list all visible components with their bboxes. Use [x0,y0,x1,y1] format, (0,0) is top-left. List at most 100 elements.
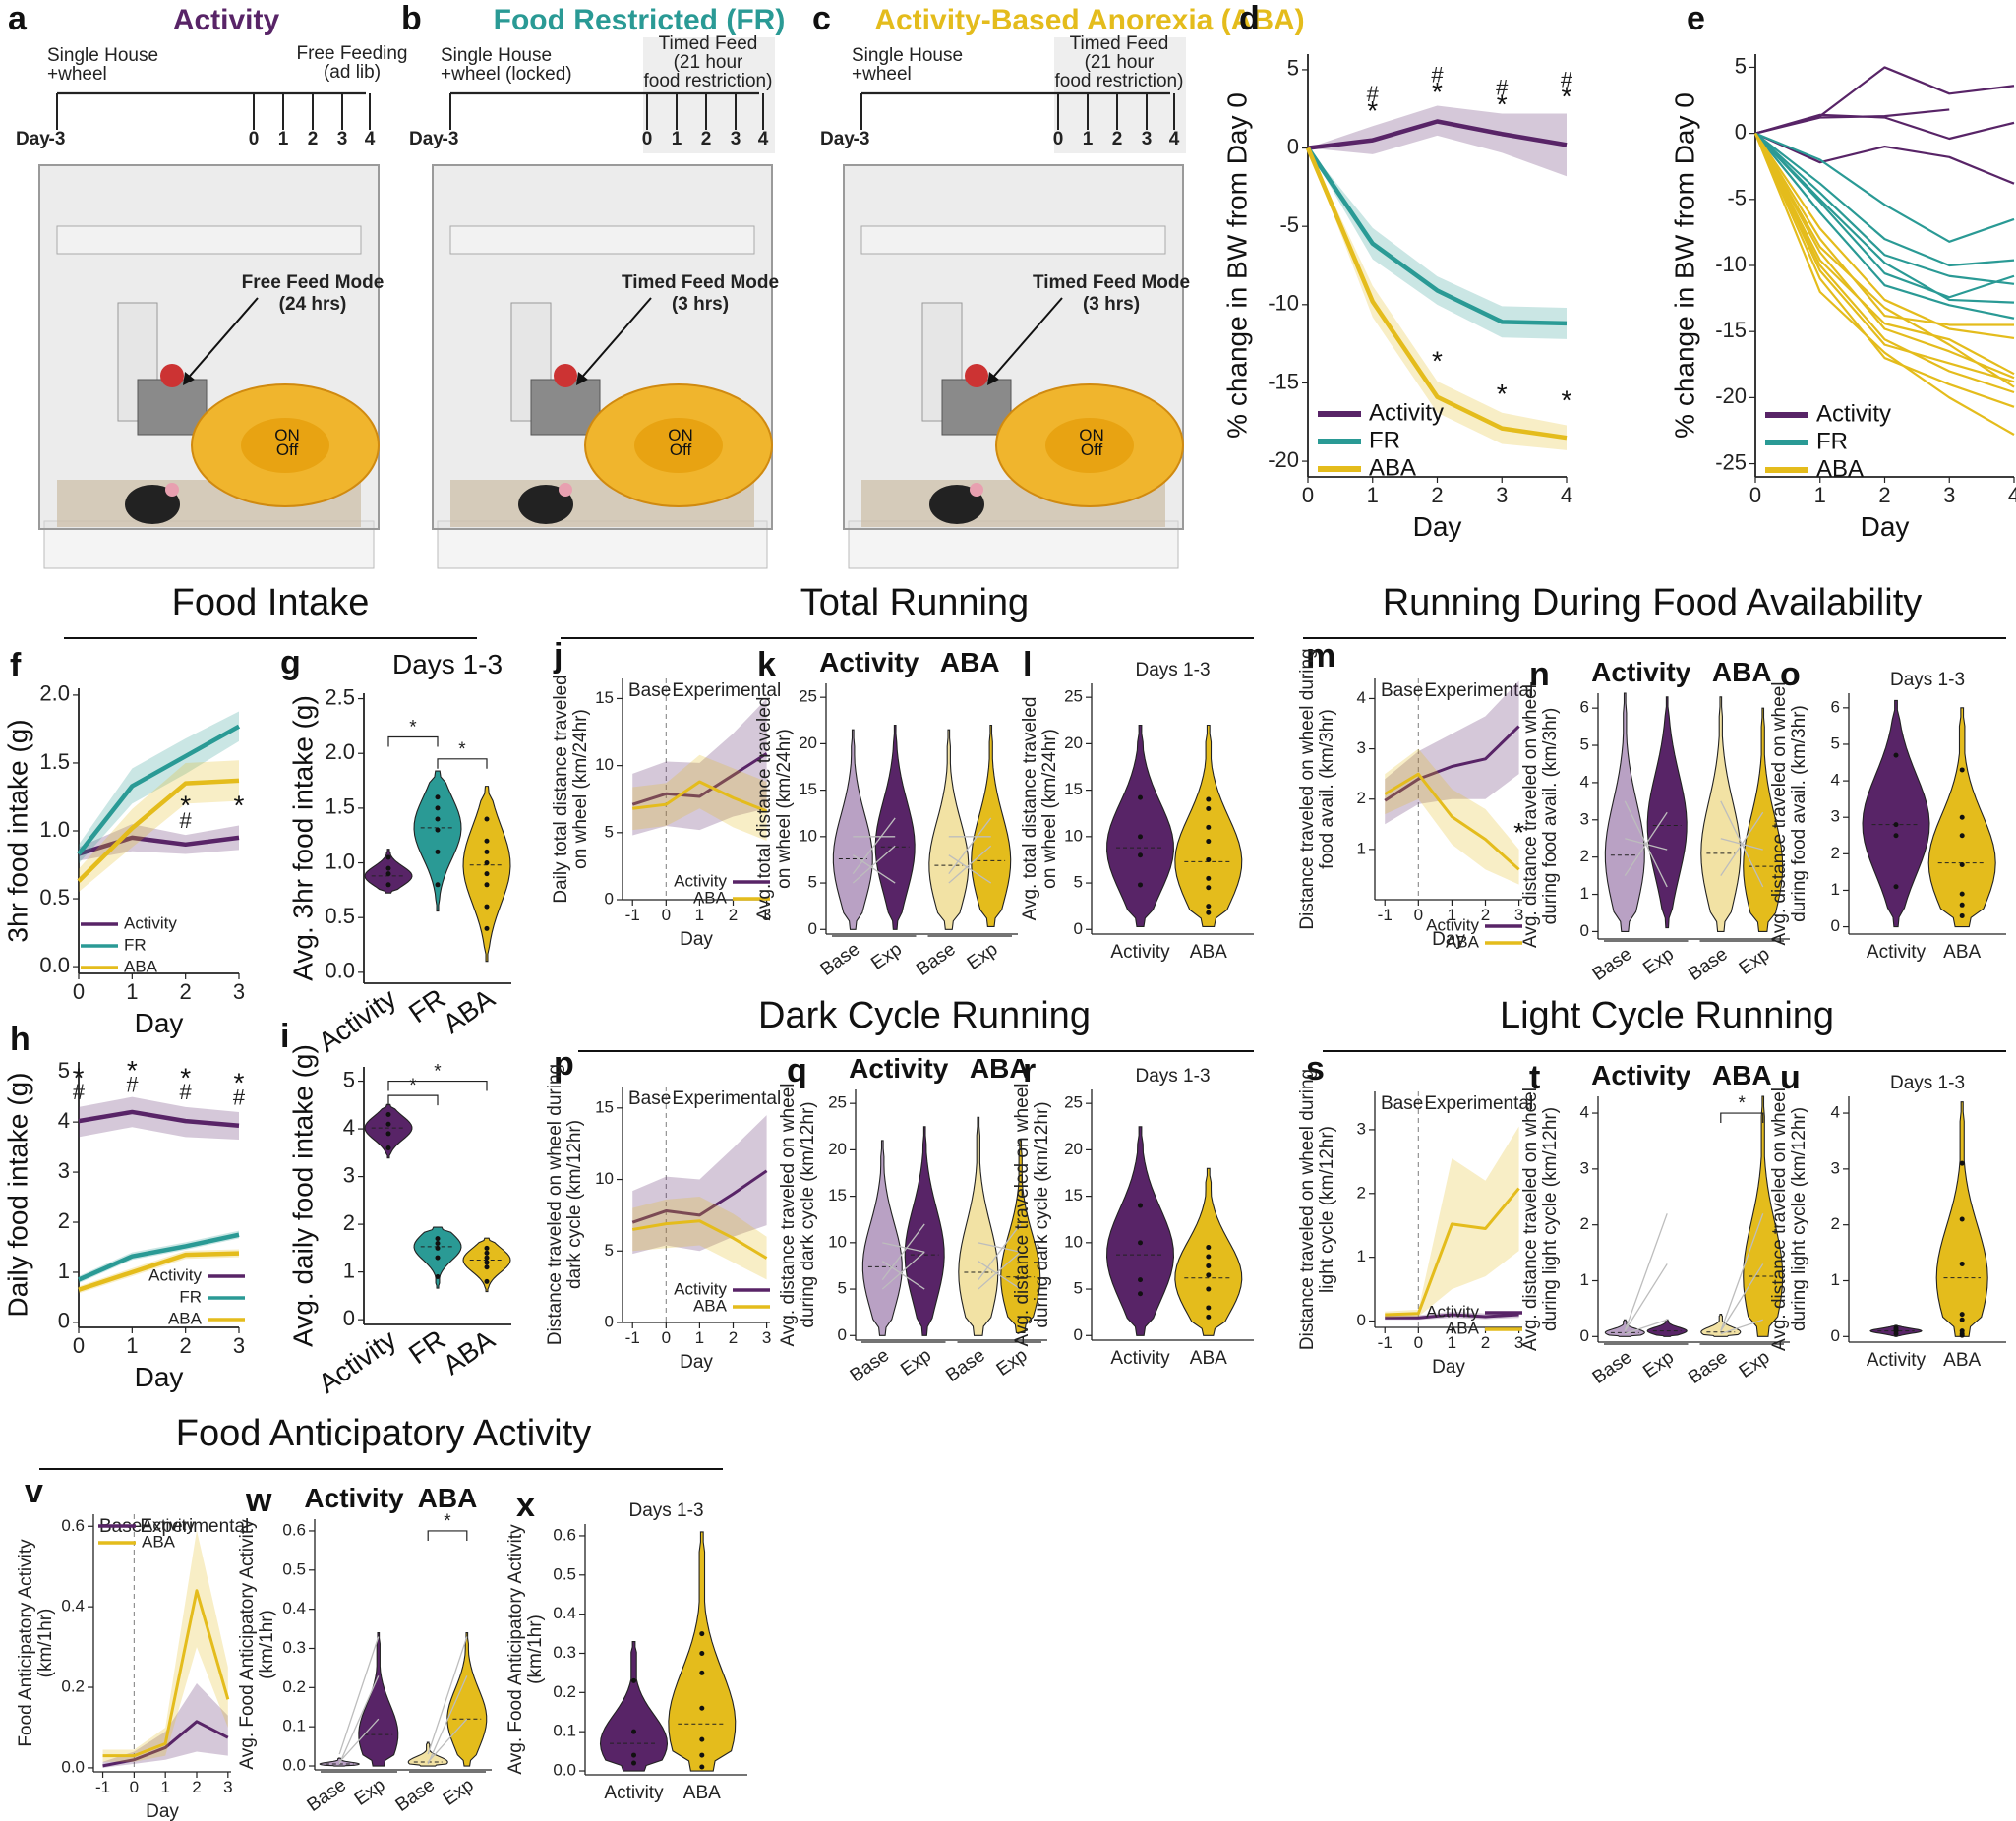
legend-label: Activity [142,1515,195,1534]
y-axis-title: Distance traveled on wheel during light c… [1297,1069,1337,1350]
plot-g: 0.0 0.5 1.0 1.5 2.0 2.5 Avg. 3hr food intake (… [287,684,511,1058]
y-axis-title-line: (km/1hr) [525,1615,546,1684]
data-point [1959,912,1965,918]
violin-aba-exp [1743,707,1784,932]
category-label: ABA [438,1323,501,1380]
y-axis-title: Avg. distance traveled on wheel during li… [1520,1087,1561,1351]
category-label: ABA [1190,1348,1227,1369]
y-tick-label: 6 [1580,698,1589,717]
y-axis-title: Avg. distance traveled on wheel during fo… [1769,682,1809,946]
y-axis-title-line: Avg. Food Anticipatory Activity [237,1519,258,1770]
panel-title: Days 1-3 [628,1500,703,1521]
data-point [1959,1312,1965,1318]
violin-aba-exp [971,724,1012,927]
y-axis-title-line: during dark cycle (km/12hr) [798,1101,818,1327]
x-tick-label: 2 [180,979,192,1004]
series-line-aba [1385,1187,1520,1317]
series-line-fr [1754,132,2015,267]
group-label: Activity [849,1053,949,1084]
y-tick-label: 2 [1831,1214,1840,1233]
ci-band-aba [102,1530,228,1762]
wheel-center [1045,418,1134,473]
base-label: Base [1381,1093,1423,1114]
category-label: Exp [1736,1347,1774,1382]
y-axis-title-line: % change in BW from Day 0 [1221,92,1252,439]
paired-line [427,1675,468,1765]
category-label: Base [1685,1347,1732,1388]
paired-line [1720,1319,1763,1335]
y-axis-title: Avg. distance traveled on wheel during da… [778,1084,818,1347]
x-tick-label: 0 [1414,1333,1423,1352]
series-line-aba [1754,133,2015,380]
plot-s: 0 1 2 3 -1 0 1 2 3 Day Base Experimental Distance tr… [1297,1069,1533,1378]
y-tick-label: 2.0 [39,681,70,706]
base-label: Base [628,680,671,701]
violin-activity-exp [358,1631,399,1767]
data-point [1206,904,1212,910]
wheel-display-on: ON [1079,426,1104,444]
y-tick-label: 2.5 [325,684,355,709]
schematic-b: b Food Restricted (FR) Day-3 0 1 2 3 4 Single Ho… [401,0,785,569]
ci-band-activity [1385,680,1519,825]
mode-arrow [577,297,652,382]
y-axis-title-line: Distance traveled on wheel during [545,1064,565,1345]
panel-letter: v [25,1473,43,1510]
legend-label: ABA [168,1309,203,1327]
plot-v: 0.00.20.40.6-1 0 1 2 3DayBaseExperimentalFoo… [16,1514,249,1821]
day-number: 1 [1083,129,1094,149]
y-tick-label: 0 [1074,1325,1083,1344]
significance-star: * [409,1076,417,1096]
data-point [1893,833,1899,839]
feed-mode-label-line: (3 hrs) [672,294,729,315]
x-tick-label: 0 [130,1778,139,1796]
data-point [1206,885,1212,891]
paired-line [1720,800,1764,888]
x-tick-label: 3 [233,1333,245,1358]
paired-line [338,1636,380,1755]
x-tick-label: 3 [1514,906,1523,924]
significance-marker: * [1562,82,1572,112]
category-label: Base [1589,1347,1636,1388]
category-label: Exp [351,1775,389,1810]
day-number: 2 [701,129,712,149]
schematic-a: a Activity Day-3 0 1 2 3 4 Single House+wheel Fre… [8,0,408,569]
data-point [435,1273,441,1279]
data-point [1206,1245,1212,1251]
violin-activity [1105,1126,1175,1336]
mode-arrowhead [183,372,195,385]
legend-label: FR [179,1287,202,1306]
violin-activity [599,1640,669,1772]
data-point [1206,824,1212,830]
y-tick-label: 0.0 [282,1756,306,1775]
legend-label: Activity [1369,399,1444,426]
x-tick-label: -1 [1378,906,1393,924]
x-tick-label: 1 [126,1333,138,1358]
significance-marker: # [1431,63,1444,88]
y-tick-label: 4 [1580,772,1589,791]
series-line-aba [632,780,768,813]
y-tick-label: 0 [1287,134,1299,158]
category-label: Base [817,939,864,980]
y-tick-label: 20 [1064,1140,1083,1158]
y-tick-label: 0 [1831,916,1840,935]
x-tick-label: -1 [95,1778,110,1796]
paired-line [852,845,896,884]
significance-marker: # [73,1080,86,1104]
y-axis-title-line: (km/1hr) [35,1609,56,1678]
data-point [385,1112,391,1118]
panel-letter: g [280,644,301,681]
panel-letter: a [8,0,28,37]
x-tick-label: 1 [126,979,138,1004]
x-tick-label: 0 [662,1328,671,1347]
y-axis-title: Daily total distance traveled on wheel (k… [551,675,591,903]
legend-label: Activity [674,1279,727,1298]
feeding-label-line: food restriction) [1055,71,1184,91]
y-axis-title-line: Avg. total distance traveled [1020,697,1040,921]
data-point [484,1264,490,1270]
experimental-label: Experimental [672,680,781,701]
panel-letter: s [1306,1050,1325,1087]
data-point [1138,1277,1143,1283]
